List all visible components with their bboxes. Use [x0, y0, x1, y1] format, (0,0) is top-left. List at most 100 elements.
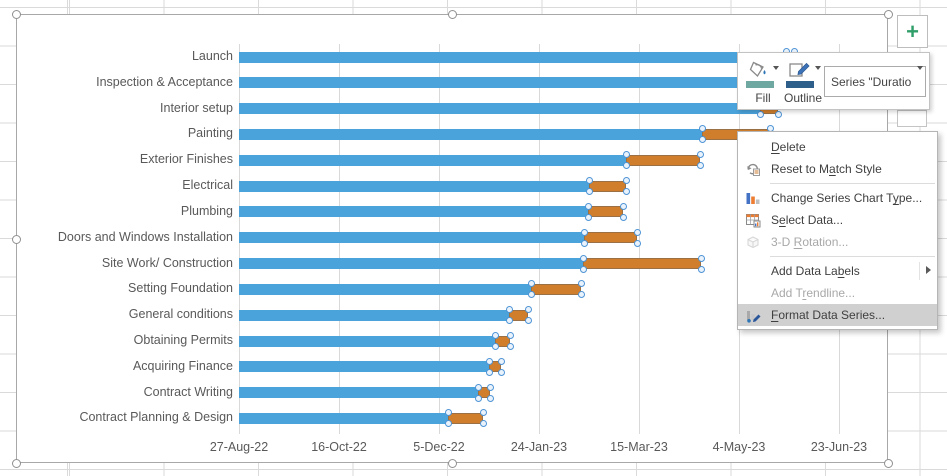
series-selection-handle[interactable]: [486, 394, 494, 402]
start-bar-segment[interactable]: [239, 103, 760, 115]
category-axis-label[interactable]: Exterior Finishes: [139, 152, 233, 167]
series-selection-handle[interactable]: [524, 306, 532, 314]
series-selection-handle[interactable]: [505, 317, 513, 325]
chart-filters-button-partial[interactable]: [897, 110, 927, 127]
series-selection-handle[interactable]: [622, 188, 630, 196]
series-selection-handle[interactable]: [491, 343, 499, 351]
menu-item-format-data-series[interactable]: Format Data Series...: [738, 304, 937, 326]
series-selection-handle[interactable]: [474, 394, 482, 402]
date-axis-label[interactable]: 4-May-23: [712, 440, 766, 454]
start-bar-segment[interactable]: [239, 361, 489, 373]
chart-frame-handle[interactable]: [884, 459, 893, 468]
outline-button[interactable]: Outline: [784, 57, 822, 107]
series-selection-handle[interactable]: [584, 202, 592, 210]
start-bar-segment[interactable]: [239, 154, 626, 166]
series-selection-handle[interactable]: [444, 420, 452, 428]
series-selection-handle[interactable]: [697, 254, 705, 262]
category-axis-label[interactable]: Obtaining Permits: [133, 333, 233, 348]
duration-bar-segment[interactable]: [448, 412, 483, 424]
series-selection-handle[interactable]: [584, 213, 592, 221]
date-axis-label[interactable]: 16-Oct-22: [311, 440, 367, 454]
category-axis-label[interactable]: Contract Writing: [143, 384, 233, 399]
outline-dropdown-caret[interactable]: [815, 66, 821, 70]
series-selection-handle[interactable]: [485, 368, 493, 376]
duration-bar-segment[interactable]: [495, 335, 510, 347]
series-selection-handle[interactable]: [622, 177, 630, 185]
menu-item-select-data[interactable]: Select Data...: [738, 209, 937, 231]
date-axis-label[interactable]: 23-Jun-23: [810, 440, 868, 454]
duration-bar-segment[interactable]: [626, 154, 700, 166]
series-selection-handle[interactable]: [622, 151, 630, 159]
duration-bar-segment[interactable]: [531, 283, 581, 295]
chart-frame-handle[interactable]: [12, 10, 21, 19]
category-axis-label[interactable]: Electrical: [182, 178, 233, 193]
category-axis-label[interactable]: Acquiring Finance: [132, 358, 233, 373]
series-selection-handle[interactable]: [698, 136, 706, 144]
start-bar-segment[interactable]: [239, 77, 771, 89]
chart-element-selector-dropdown[interactable]: Series "Duratio: [824, 66, 926, 97]
start-bar-segment[interactable]: [239, 283, 531, 295]
duration-bar-segment[interactable]: [478, 387, 490, 399]
duration-bar-segment[interactable]: [584, 232, 637, 244]
category-axis-label[interactable]: Inspection & Acceptance: [96, 74, 233, 89]
menu-item-change-series-chart-type[interactable]: Change Series Chart Type...: [738, 187, 937, 209]
fill-dropdown-caret[interactable]: [773, 66, 779, 70]
series-selection-handle[interactable]: [585, 177, 593, 185]
series-selection-handle[interactable]: [633, 239, 641, 247]
menu-item-3-d-rotation[interactable]: 3-D Rotation...: [738, 231, 937, 253]
series-selection-handle[interactable]: [696, 162, 704, 170]
series-selection-handle[interactable]: [579, 254, 587, 262]
series-selection-handle[interactable]: [697, 265, 705, 273]
series-selection-handle[interactable]: [585, 188, 593, 196]
start-bar-segment[interactable]: [239, 232, 584, 244]
series-selection-handle[interactable]: [580, 239, 588, 247]
start-bar-segment[interactable]: [239, 258, 583, 270]
category-axis-label[interactable]: Setting Foundation: [128, 281, 233, 296]
series-selection-handle[interactable]: [577, 280, 585, 288]
start-bar-segment[interactable]: [239, 387, 478, 399]
duration-bar-segment[interactable]: [489, 361, 501, 373]
date-axis-label[interactable]: 5-Dec-22: [413, 440, 465, 454]
menu-item-delete[interactable]: Delete: [738, 136, 937, 158]
category-axis-label[interactable]: Contract Planning & Design: [79, 410, 233, 425]
series-selection-handle[interactable]: [774, 110, 782, 118]
start-bar-segment[interactable]: [239, 51, 786, 63]
date-axis-label[interactable]: 27-Aug-22: [209, 440, 269, 454]
series-selection-handle[interactable]: [474, 383, 482, 391]
category-axis-label[interactable]: Launch: [191, 49, 233, 63]
series-selection-handle[interactable]: [497, 368, 505, 376]
chart-elements-button[interactable]: +: [897, 15, 928, 48]
series-selection-handle[interactable]: [486, 383, 494, 391]
menu-item-reset-to-match-style[interactable]: Reset to Match Style: [738, 158, 937, 180]
start-bar-segment[interactable]: [239, 180, 589, 192]
menu-item-add-data-labels[interactable]: Add Data Labels: [738, 260, 937, 282]
start-bar-segment[interactable]: [239, 309, 509, 321]
series-selection-handle[interactable]: [479, 420, 487, 428]
series-selection-handle[interactable]: [497, 357, 505, 365]
menu-item-add-trendline[interactable]: Add Trendline...: [738, 282, 937, 304]
date-axis-label[interactable]: 24-Jan-23: [510, 440, 568, 454]
date-axis-label[interactable]: 15-Mar-23: [610, 440, 668, 454]
category-axis-label[interactable]: Interior setup: [160, 100, 233, 115]
category-axis-label[interactable]: Doors and Windows Installation: [57, 229, 233, 244]
series-selection-handle[interactable]: [698, 125, 706, 133]
series-selection-handle[interactable]: [491, 332, 499, 340]
chart-frame-handle[interactable]: [448, 10, 457, 19]
category-axis-label[interactable]: Site Work/ Construction: [101, 255, 233, 270]
start-bar-segment[interactable]: [239, 412, 448, 424]
series-selection-handle[interactable]: [524, 317, 532, 325]
duration-bar-segment[interactable]: [588, 206, 623, 218]
chart-frame-handle[interactable]: [448, 459, 457, 468]
series-selection-handle[interactable]: [527, 291, 535, 299]
series-selection-handle[interactable]: [619, 202, 627, 210]
series-selection-handle[interactable]: [580, 228, 588, 236]
chart-frame-handle[interactable]: [12, 459, 21, 468]
series-selection-handle[interactable]: [506, 332, 514, 340]
series-selection-handle[interactable]: [479, 409, 487, 417]
start-bar-segment[interactable]: [239, 206, 588, 218]
series-selection-handle[interactable]: [506, 343, 514, 351]
series-selection-handle[interactable]: [527, 280, 535, 288]
chart-frame-handle[interactable]: [12, 234, 21, 244]
series-selection-handle[interactable]: [485, 357, 493, 365]
series-selection-handle[interactable]: [756, 110, 764, 118]
